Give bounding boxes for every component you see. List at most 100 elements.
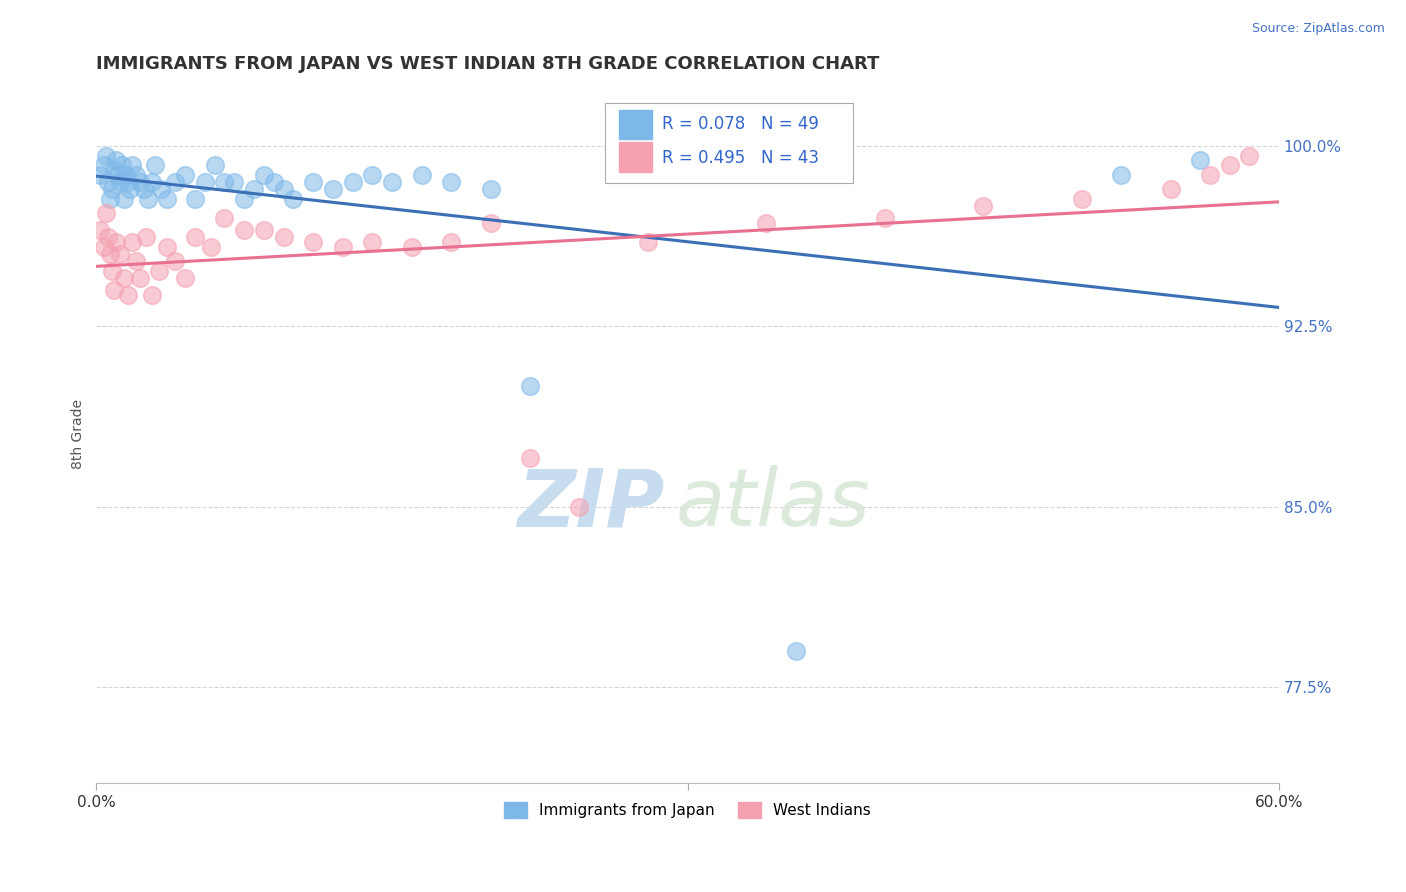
Point xyxy=(150,182,173,196)
Point xyxy=(253,168,276,182)
Point xyxy=(101,182,124,196)
Point xyxy=(125,254,148,268)
Point xyxy=(148,264,170,278)
Point xyxy=(97,175,120,189)
Point xyxy=(302,235,325,249)
Text: atlas: atlas xyxy=(676,465,870,543)
Point xyxy=(117,175,139,189)
Point xyxy=(1239,148,1261,162)
Point xyxy=(381,175,404,189)
Point xyxy=(165,175,187,189)
Point xyxy=(785,644,807,658)
Point xyxy=(121,158,143,172)
Point xyxy=(361,168,384,182)
Point xyxy=(115,168,138,182)
Point xyxy=(105,153,128,168)
Point xyxy=(755,216,778,230)
Point xyxy=(98,247,121,261)
Point xyxy=(93,240,115,254)
Point xyxy=(637,235,659,249)
Point xyxy=(103,163,125,178)
Point xyxy=(125,168,148,182)
Point xyxy=(568,500,591,514)
Point xyxy=(519,451,541,466)
Point xyxy=(224,175,246,189)
Point xyxy=(93,158,115,172)
Point xyxy=(361,235,384,249)
Point xyxy=(96,206,118,220)
Point xyxy=(128,271,150,285)
Y-axis label: 8th Grade: 8th Grade xyxy=(72,400,86,469)
Text: Source: ZipAtlas.com: Source: ZipAtlas.com xyxy=(1251,22,1385,36)
Bar xyxy=(619,143,652,171)
Point xyxy=(253,223,276,237)
Point xyxy=(401,240,423,254)
Point xyxy=(89,168,111,182)
Point xyxy=(411,168,433,182)
Point xyxy=(1189,153,1212,168)
Text: R = 0.495   N = 43: R = 0.495 N = 43 xyxy=(662,149,818,167)
Point xyxy=(214,211,236,225)
Point xyxy=(108,175,131,189)
Point xyxy=(273,230,295,244)
Point xyxy=(107,168,129,182)
Point xyxy=(322,182,344,196)
Point xyxy=(132,182,155,196)
Point xyxy=(89,223,111,237)
Point xyxy=(302,175,325,189)
Point xyxy=(108,247,131,261)
Point xyxy=(194,175,217,189)
Point xyxy=(121,235,143,249)
Point xyxy=(135,230,157,244)
Point xyxy=(1219,158,1241,172)
Point xyxy=(1070,192,1092,206)
FancyBboxPatch shape xyxy=(605,103,853,184)
Point xyxy=(165,254,187,268)
Point xyxy=(156,192,179,206)
Point xyxy=(112,192,135,206)
Text: R = 0.078   N = 49: R = 0.078 N = 49 xyxy=(662,115,818,133)
Point xyxy=(972,199,994,213)
Point xyxy=(141,175,163,189)
Point xyxy=(342,175,364,189)
Point xyxy=(283,192,305,206)
Point xyxy=(141,288,163,302)
Point xyxy=(98,192,121,206)
Point xyxy=(1160,182,1182,196)
Point xyxy=(1109,168,1132,182)
Point xyxy=(440,175,463,189)
Point xyxy=(440,235,463,249)
Point xyxy=(174,168,197,182)
Point xyxy=(873,211,896,225)
Point xyxy=(96,148,118,162)
Point xyxy=(128,175,150,189)
Point xyxy=(118,182,141,196)
Point xyxy=(111,158,134,172)
Point xyxy=(145,158,167,172)
Point xyxy=(156,240,179,254)
Point xyxy=(112,271,135,285)
Point xyxy=(103,283,125,297)
Point xyxy=(233,192,256,206)
Point xyxy=(214,175,236,189)
Point xyxy=(243,182,266,196)
Point xyxy=(136,192,159,206)
Point xyxy=(479,216,502,230)
Point xyxy=(204,158,226,172)
Bar xyxy=(619,111,652,139)
Text: IMMIGRANTS FROM JAPAN VS WEST INDIAN 8TH GRADE CORRELATION CHART: IMMIGRANTS FROM JAPAN VS WEST INDIAN 8TH… xyxy=(97,55,880,73)
Point xyxy=(273,182,295,196)
Point xyxy=(519,379,541,393)
Point xyxy=(117,288,139,302)
Point xyxy=(105,235,128,249)
Point xyxy=(1199,168,1222,182)
Point xyxy=(184,192,207,206)
Point xyxy=(479,182,502,196)
Point xyxy=(174,271,197,285)
Text: ZIP: ZIP xyxy=(516,465,664,543)
Legend: Immigrants from Japan, West Indians: Immigrants from Japan, West Indians xyxy=(498,796,877,824)
Point xyxy=(97,230,120,244)
Point xyxy=(233,223,256,237)
Point xyxy=(184,230,207,244)
Point xyxy=(332,240,354,254)
